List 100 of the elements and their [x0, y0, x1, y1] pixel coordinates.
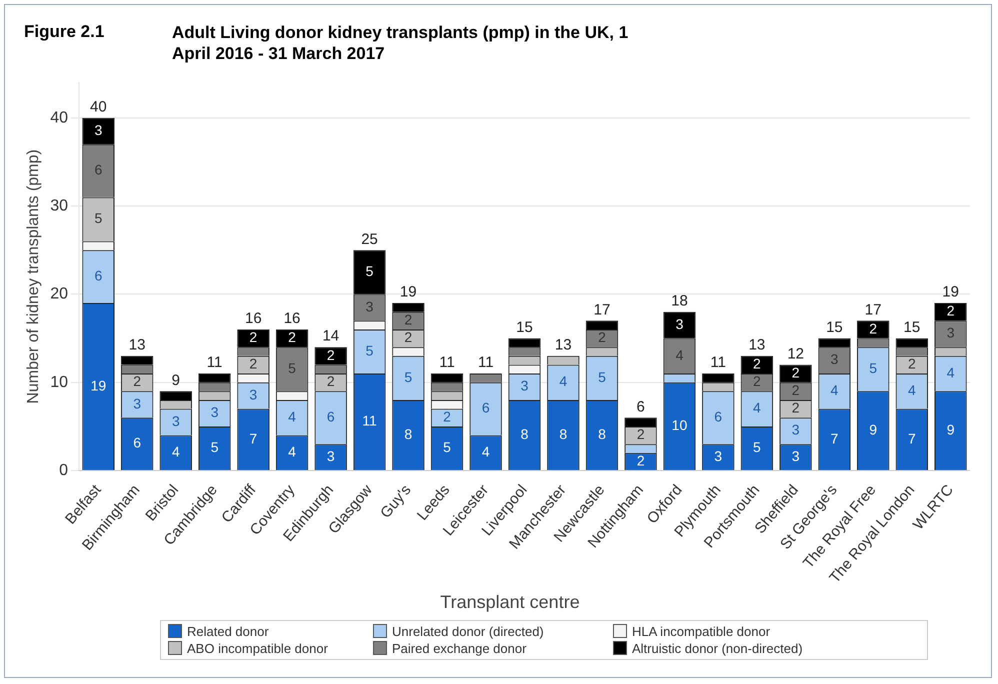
data-label: 3: [792, 448, 800, 464]
data-label: 3: [210, 404, 219, 420]
data-label: 3: [520, 378, 529, 394]
total-label: 18: [671, 292, 688, 310]
legend-label: Related donor: [186, 624, 270, 639]
data-label: 5: [94, 210, 102, 226]
data-label: 4: [946, 364, 955, 380]
data-label: 8: [520, 426, 529, 442]
data-label: 2: [908, 356, 916, 372]
data-label: 2: [636, 426, 645, 442]
y-tick-label: 20: [50, 286, 68, 303]
data-label: 5: [404, 368, 412, 385]
data-label: 8: [559, 426, 568, 442]
total-label: 16: [284, 310, 300, 328]
legend-label: Paired exchange donor: [391, 641, 528, 656]
data-label: 5: [753, 439, 762, 456]
data-label: 10: [672, 417, 688, 434]
data-label: 3: [830, 351, 839, 368]
chart-title: Figure 2.1: [24, 22, 104, 42]
x-axis-title: Transplant centre: [439, 592, 581, 613]
total-label: 11: [206, 354, 222, 372]
total-label: 9: [172, 372, 180, 389]
data-label: 3: [714, 448, 722, 464]
legend-label: Unrelated donor (directed): [391, 624, 545, 639]
total-label: 11: [439, 354, 455, 372]
legend-label: HLA incompatible donor: [631, 624, 772, 639]
legend-label: ABO incompatible donor: [186, 641, 329, 656]
data-label: 4: [559, 373, 568, 390]
total-label: 17: [864, 301, 882, 318]
data-label: 5: [288, 360, 296, 376]
data-label: 2: [404, 329, 412, 346]
data-label: 19: [90, 377, 106, 394]
data-label: 2: [869, 320, 878, 336]
total-label: 17: [594, 301, 610, 318]
data-label: 7: [249, 430, 258, 446]
data-label: 6: [94, 267, 102, 284]
y-tick-label: 40: [50, 109, 68, 126]
total-label: 6: [636, 398, 645, 416]
data-label: 2: [326, 346, 335, 363]
data-label: 4: [753, 400, 762, 416]
data-label: 2: [598, 329, 606, 346]
data-label: 4: [830, 382, 839, 398]
total-label: 11: [710, 354, 726, 372]
data-label: 3: [249, 386, 258, 402]
data-label: 4: [482, 444, 490, 460]
y-tick-label: 0: [59, 462, 68, 479]
data-label: 11: [362, 412, 378, 429]
legend-label: Altruistic donor (non-directed): [631, 641, 804, 656]
data-label: 3: [676, 316, 684, 332]
data-label: 2: [753, 373, 762, 390]
data-label: 2: [249, 329, 258, 346]
data-label: 5: [366, 263, 374, 280]
data-label: 2: [288, 329, 296, 346]
data-label: 2: [946, 302, 955, 319]
data-label: 2: [792, 400, 800, 416]
data-label: 5: [366, 342, 374, 358]
total-label: 11: [478, 354, 494, 372]
data-label: 4: [288, 408, 296, 424]
data-label: 3: [133, 395, 142, 412]
total-label: 12: [787, 345, 804, 362]
total-label: 40: [90, 98, 107, 116]
data-label: 3: [946, 324, 955, 341]
data-label: 6: [482, 400, 490, 416]
chart-subtitle: Adult Living donor kidney transplants (pmp) in the UK, 1 April 2016 - 31 March 2017: [172, 22, 630, 64]
total-label: 15: [516, 318, 533, 336]
data-label: 9: [869, 421, 878, 438]
data-label: 3: [366, 298, 374, 314]
total-label: 13: [554, 336, 572, 354]
data-label: 3: [792, 422, 800, 438]
total-label: 19: [942, 284, 959, 301]
data-label: 5: [598, 368, 606, 385]
data-label: 2: [792, 382, 800, 398]
total-label: 19: [400, 284, 417, 301]
data-label: 2: [636, 452, 645, 468]
total-label: 25: [361, 230, 378, 248]
data-label: 2: [443, 408, 452, 424]
total-label: 15: [826, 318, 843, 336]
data-label: 4: [676, 346, 684, 363]
data-label: 2: [404, 312, 412, 328]
data-label: 6: [133, 434, 142, 451]
total-label: 13: [748, 336, 766, 354]
total-label: 14: [322, 328, 340, 345]
data-label: 6: [714, 408, 722, 424]
data-label: 2: [792, 364, 800, 380]
data-label: 3: [94, 122, 102, 138]
total-label: 16: [244, 310, 262, 328]
data-label: 5: [869, 360, 878, 376]
y-axis-title: Number of kidney transplants (pmp): [25, 149, 42, 404]
data-label: 6: [326, 408, 335, 424]
data-label: 5: [443, 439, 452, 456]
data-label: 9: [946, 421, 955, 438]
data-label: 8: [404, 426, 412, 442]
y-tick-label: 30: [50, 197, 68, 214]
data-label: 3: [172, 412, 180, 429]
data-label: 6: [94, 162, 102, 178]
data-label: 4: [288, 444, 296, 460]
data-label: 7: [908, 430, 916, 446]
data-label: 2: [326, 373, 335, 390]
data-label: 2: [753, 356, 762, 372]
data-label: 8: [598, 426, 606, 442]
